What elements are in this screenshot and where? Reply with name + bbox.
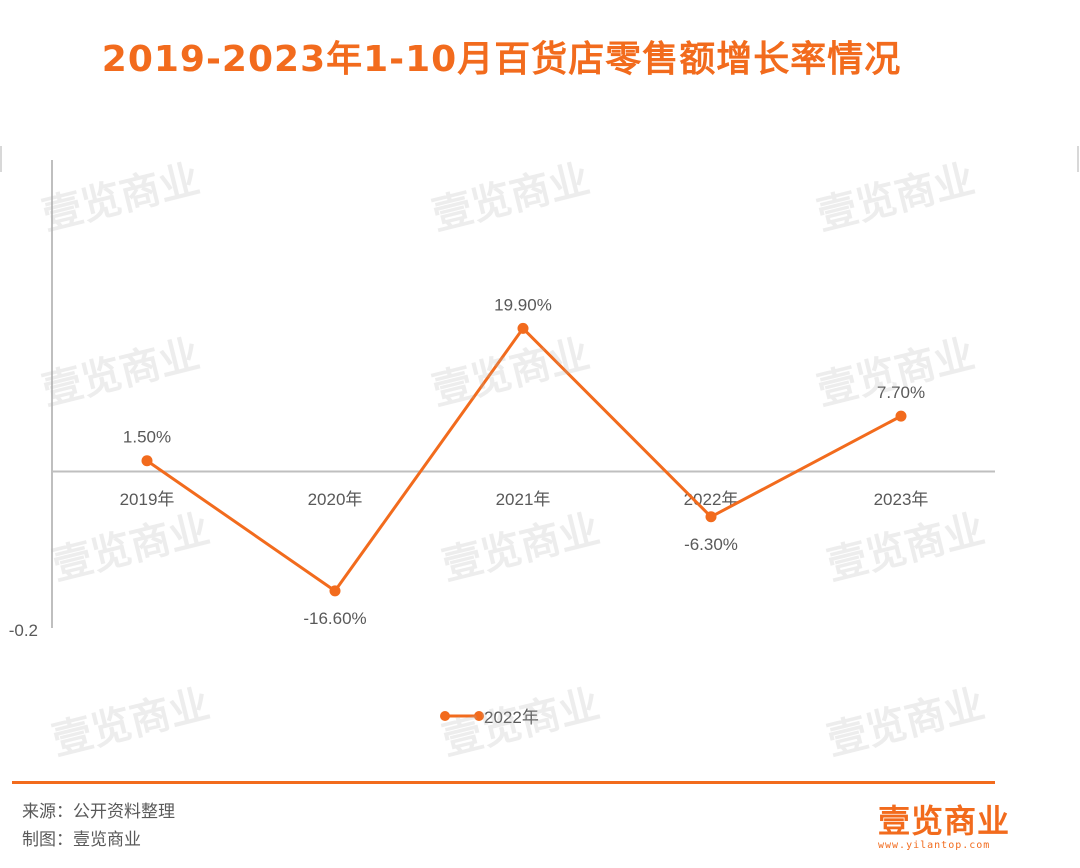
- maker-note: 制图：壹览商业: [22, 830, 141, 850]
- x-tick-label: 2021年: [496, 490, 551, 509]
- data-point: [705, 511, 717, 523]
- y-tick-label: -0.2: [9, 621, 38, 640]
- x-tick-label: 2020年: [308, 490, 363, 509]
- chart-title: 2019-2023年1-10月百货店零售额增长率情况: [101, 39, 902, 80]
- data-label: 7.70%: [877, 383, 925, 402]
- x-tick-label: 2019年: [120, 490, 175, 509]
- brand-logo: 壹览商业: [878, 802, 1011, 840]
- series-line: [146, 326, 902, 593]
- data-point: [517, 322, 529, 334]
- footer-divider: [12, 781, 995, 784]
- brand-url: www.yilantop.com: [878, 840, 991, 851]
- data-label: -6.30%: [684, 535, 738, 554]
- data-label: 1.50%: [123, 428, 171, 447]
- left-edge-mark: [0, 146, 2, 172]
- data-point: [329, 585, 341, 597]
- data-label: 19.90%: [494, 295, 552, 314]
- data-point: [141, 455, 153, 467]
- right-edge-mark: [1077, 146, 1079, 172]
- data-label: -16.60%: [303, 609, 366, 628]
- legend-label: 2022年: [484, 708, 539, 727]
- x-tick-label: 2023年: [874, 490, 929, 509]
- legend-marker: [440, 711, 450, 721]
- data-point: [895, 410, 907, 422]
- source-note: 来源：公开资料整理: [22, 802, 175, 822]
- legend-marker: [474, 711, 484, 721]
